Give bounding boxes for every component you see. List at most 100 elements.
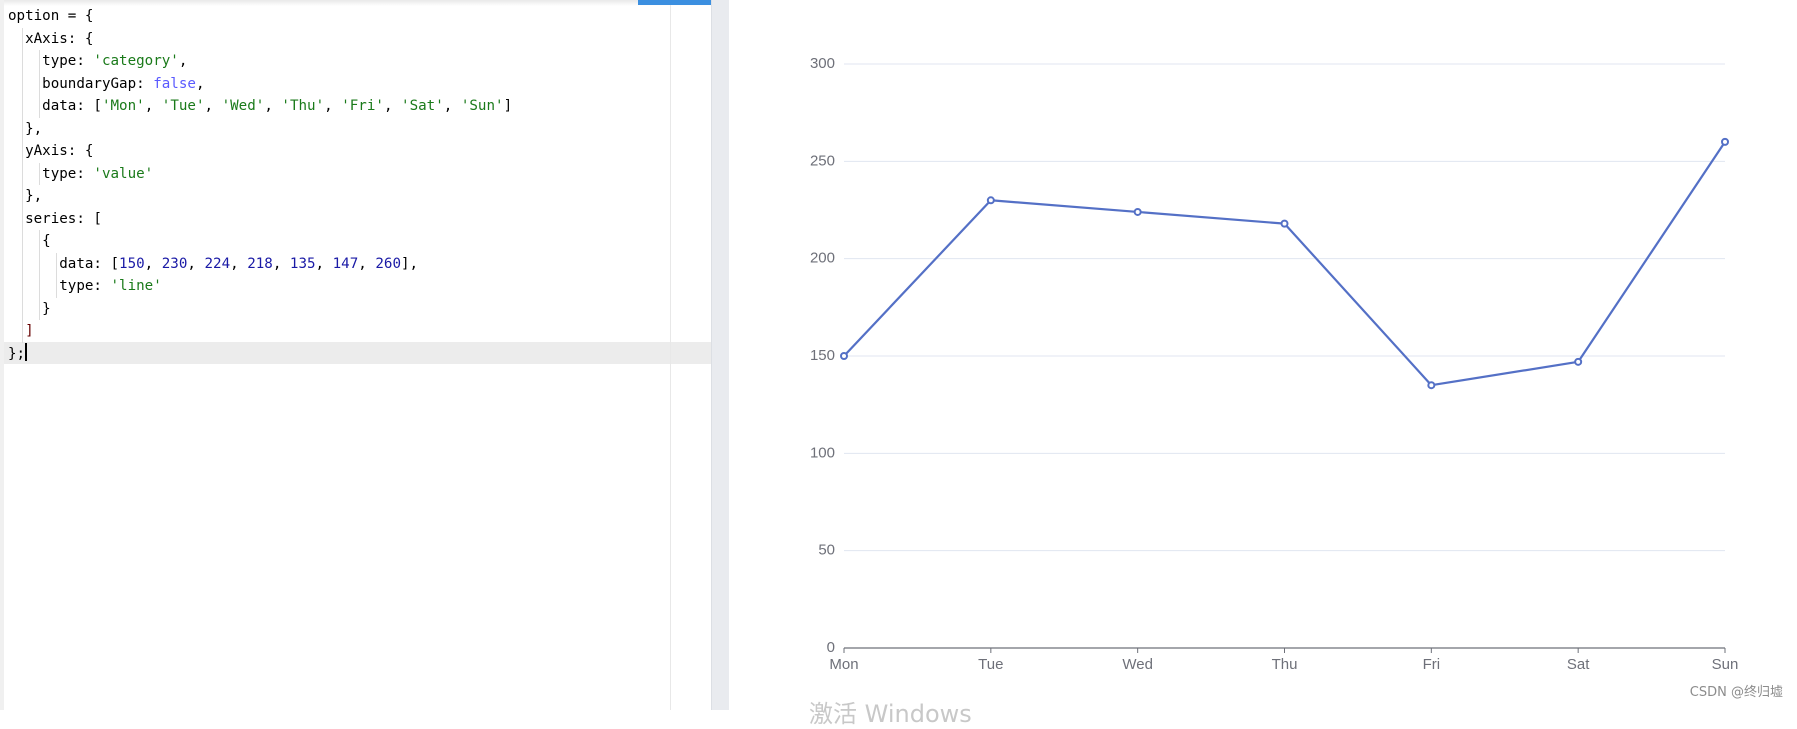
code-token: }, (8, 188, 43, 204)
y-tick-label: 200 (810, 250, 835, 267)
indent-guide (22, 95, 23, 118)
run-tab-indicator[interactable] (638, 0, 716, 5)
code-line[interactable]: }, (8, 185, 512, 208)
code-token: xAxis: { (8, 30, 94, 47)
data-point (840, 352, 848, 360)
indent-guide (39, 162, 41, 185)
series-line (843, 141, 1726, 387)
y-tick-label: 0 (827, 639, 835, 656)
code-token: 150 (119, 255, 145, 272)
y-tick-label: 300 (810, 55, 835, 72)
indent-guide (22, 297, 23, 320)
print-margin (670, 0, 671, 710)
code-line[interactable]: }, (8, 117, 512, 140)
code-line[interactable]: option = { (8, 5, 512, 28)
code-token: , (324, 98, 342, 114)
code-token: , (195, 75, 205, 92)
indent-guide (39, 50, 41, 73)
indent-guide (22, 320, 23, 343)
code-line[interactable]: yAxis: { (8, 140, 512, 163)
code-line[interactable]: data: [150, 230, 224, 218, 135, 147, 260… (8, 252, 512, 275)
y-tick-label: 50 (818, 542, 835, 559)
code-line[interactable]: series: [ (8, 207, 512, 230)
code-token: , (272, 255, 290, 272)
code-token: 218 (247, 255, 273, 272)
code-editor[interactable]: option = { xAxis: { type: 'category', bo… (0, 0, 716, 710)
code-token: 224 (204, 255, 231, 272)
code-line[interactable]: } (8, 297, 512, 320)
data-point (1280, 219, 1289, 228)
pane-splitter[interactable] (711, 0, 729, 710)
indent-guide (22, 252, 23, 275)
code-line[interactable]: type: 'line' (8, 275, 512, 298)
code-token: ] (503, 98, 513, 114)
data-point (986, 196, 995, 205)
code-token: 'Sat' (401, 98, 444, 114)
code-content[interactable]: option = { xAxis: { type: 'category', bo… (8, 5, 512, 365)
indent-guide (22, 207, 23, 230)
code-line[interactable]: ] (8, 320, 512, 343)
code-token: , (204, 98, 222, 114)
indent-guide (56, 275, 58, 298)
y-tick-label: 100 (810, 444, 835, 461)
indent-guide (39, 297, 41, 320)
code-token: { (8, 233, 51, 249)
indent-guide (39, 230, 41, 253)
code-line[interactable]: }; (8, 342, 512, 366)
y-tick-label: 250 (810, 152, 835, 169)
x-tick-label: Sat (1567, 656, 1590, 673)
code-token: 'Sun' (460, 98, 504, 114)
code-token: series: [ (8, 210, 102, 227)
code-token: , (443, 98, 461, 114)
data-point (1574, 357, 1583, 366)
code-token: 'Fri' (341, 98, 384, 114)
code-line[interactable]: xAxis: { (8, 27, 512, 50)
code-token: 'Thu' (281, 98, 325, 114)
code-token: , (230, 255, 248, 272)
code-token: }, (8, 120, 43, 137)
code-token: , (315, 255, 333, 272)
indent-guide (22, 27, 23, 50)
code-token: type: (8, 165, 94, 182)
active-line-highlight (4, 342, 715, 364)
indent-guide (22, 230, 23, 253)
data-point (1133, 207, 1142, 216)
code-line[interactable]: boundaryGap: false, (8, 72, 512, 95)
indent-guide (22, 140, 23, 163)
x-tick-label: Wed (1122, 656, 1153, 673)
code-token: boundaryGap: (8, 75, 154, 92)
indent-guide (39, 95, 41, 118)
code-line[interactable]: type: 'category', (8, 50, 512, 73)
code-line[interactable]: { (8, 230, 512, 253)
code-token: , (358, 255, 376, 272)
indent-guide (22, 72, 23, 95)
code-line[interactable]: data: ['Mon', 'Tue', 'Wed', 'Thu', 'Fri'… (8, 95, 512, 118)
code-token: 260 (375, 255, 401, 272)
indent-guide (39, 275, 41, 298)
y-tick-label: 150 (810, 347, 835, 364)
code-token: ] (25, 323, 34, 339)
windows-activation-overlay: 激活 Windows (809, 700, 972, 728)
code-token: 'category' (93, 53, 179, 69)
code-token: , (187, 255, 205, 272)
data-point (1721, 137, 1729, 146)
x-tick-label: Fri (1423, 656, 1441, 673)
indent-guide (22, 50, 23, 73)
code-token: }; (8, 345, 26, 362)
text-caret (25, 342, 28, 361)
x-tick-label: Tue (978, 656, 1003, 673)
indent-guide (56, 252, 58, 275)
code-token: 147 (332, 255, 359, 272)
indent-guide (22, 275, 23, 298)
code-token: 'Mon' (101, 98, 145, 114)
code-token: data: [ (8, 98, 102, 114)
csdn-watermark: CSDN @终归墟 (1689, 685, 1783, 700)
code-token: , (144, 255, 162, 272)
code-token: , (178, 53, 188, 69)
data-point (1427, 381, 1436, 390)
code-token: , (144, 98, 162, 114)
code-line[interactable]: type: 'value' (8, 162, 512, 185)
code-token: ], (400, 255, 419, 272)
code-token: 'Tue' (161, 98, 205, 114)
code-token: yAxis: { (8, 143, 94, 159)
